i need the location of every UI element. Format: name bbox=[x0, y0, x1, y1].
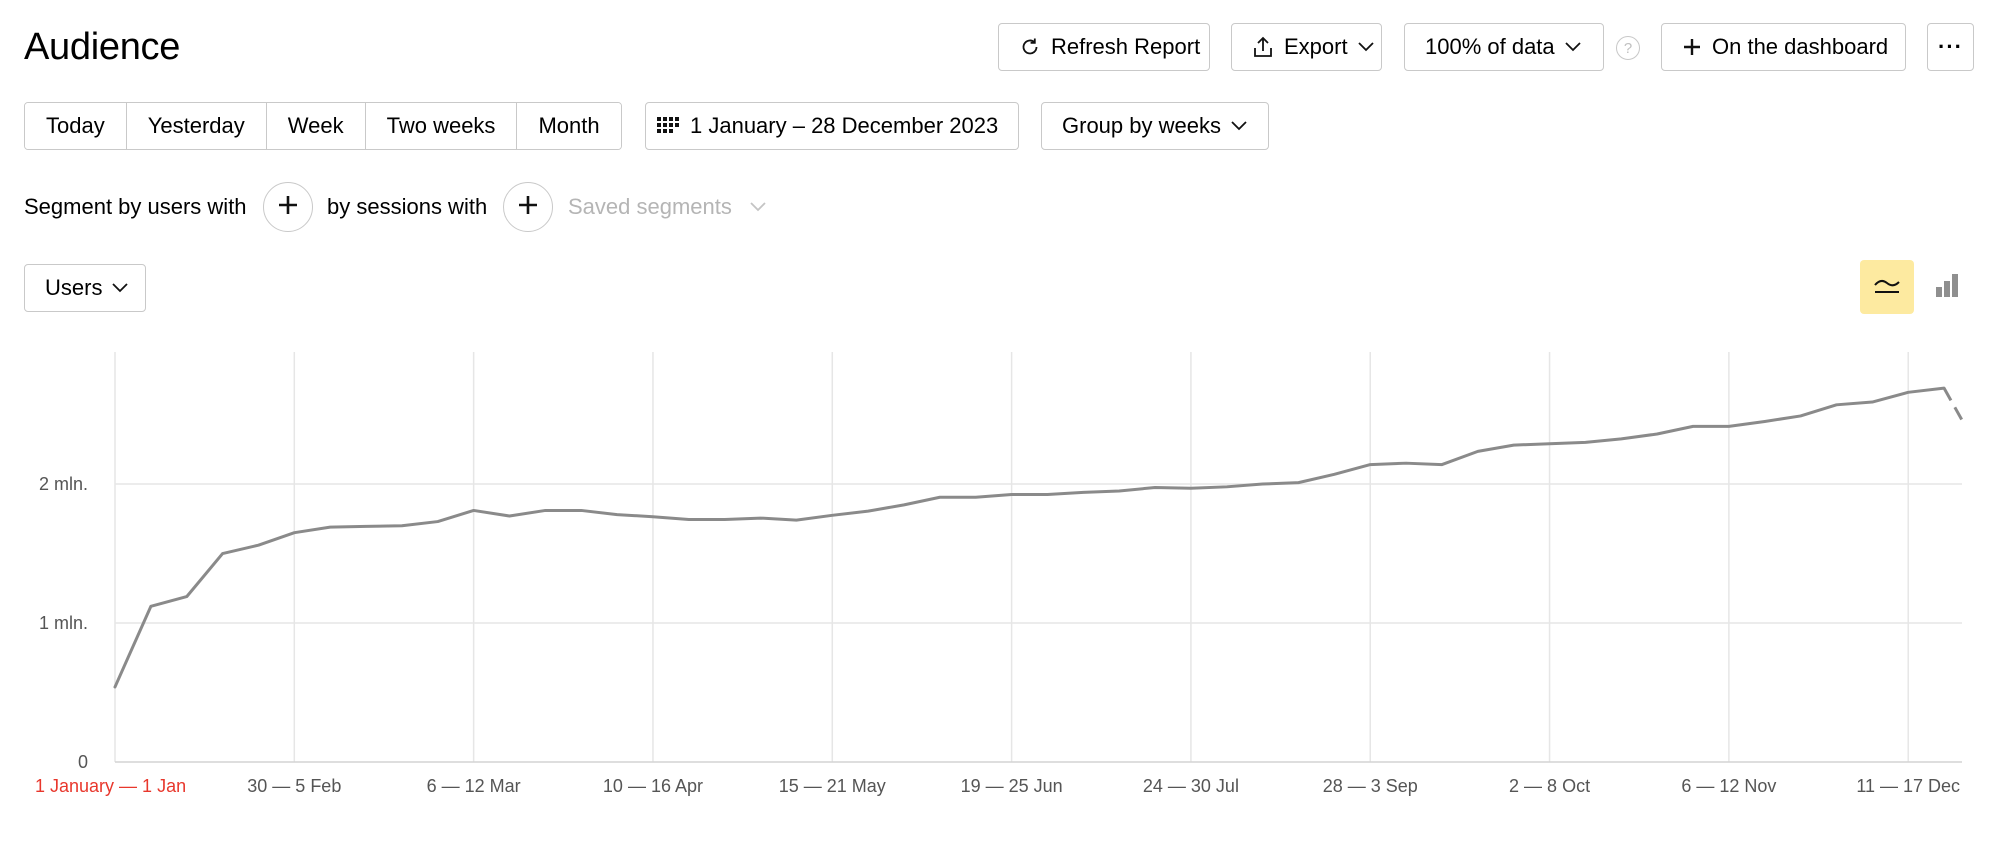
sampling-label: 100% of data bbox=[1425, 34, 1555, 59]
chevron-down-icon bbox=[1357, 42, 1374, 52]
calendar-icon bbox=[656, 116, 682, 136]
refresh-report-label: Refresh Report bbox=[1051, 34, 1201, 59]
x-tick-label: 2 — 8 Oct bbox=[1509, 776, 1590, 796]
more-label: ··· bbox=[1938, 34, 1963, 59]
chevron-down-icon bbox=[1565, 42, 1581, 52]
more-options-button[interactable]: ··· bbox=[1927, 23, 1974, 71]
segment-sessions-label: by sessions with bbox=[327, 194, 488, 219]
help-label: ? bbox=[1623, 39, 1633, 57]
group-by-dropdown[interactable]: Group by weeks bbox=[1041, 102, 1269, 150]
plus-icon bbox=[1682, 37, 1702, 57]
saved-segments-dropdown[interactable]: Saved segments bbox=[568, 194, 766, 220]
preset-month[interactable]: Month bbox=[517, 103, 621, 149]
x-tick-label: 1 January — 1 Jan bbox=[35, 776, 186, 796]
x-tick-label: 30 — 5 Feb bbox=[247, 776, 341, 796]
bar-chart-toggle[interactable] bbox=[1920, 260, 1974, 314]
chevron-down-icon bbox=[112, 283, 129, 293]
help-icon[interactable]: ? bbox=[1616, 36, 1640, 60]
date-range-picker[interactable]: 1 January – 28 December 2023 bbox=[645, 102, 1019, 150]
group-by-label: Group by weeks bbox=[1062, 113, 1221, 138]
x-tick-label: 6 — 12 Nov bbox=[1681, 776, 1776, 796]
x-tick-label: 28 — 3 Sep bbox=[1323, 776, 1418, 796]
x-tick-label: 19 — 25 Jun bbox=[961, 776, 1063, 796]
export-button[interactable]: Export bbox=[1231, 23, 1382, 71]
segment-users-label: Segment by users with bbox=[24, 194, 247, 219]
y-tick-label: 1 mln. bbox=[39, 613, 88, 633]
preset-two-weeks[interactable]: Two weeks bbox=[365, 103, 518, 149]
line-chart-toggle[interactable] bbox=[1860, 260, 1914, 314]
series-line-partial bbox=[1942, 387, 1964, 421]
export-icon bbox=[1252, 35, 1274, 59]
page-title: Audience bbox=[24, 26, 181, 68]
preset-week[interactable]: Week bbox=[266, 103, 366, 149]
audience-line-chart: 0 1 mln. 2 mln. 1 January — 1 Jan 30 — 5 Fe… bbox=[35, 352, 1964, 796]
x-tick-label: 11 — 17 Dec bbox=[1856, 776, 1960, 796]
add-to-dashboard-button[interactable]: On the dashboard bbox=[1661, 23, 1906, 71]
refresh-icon bbox=[1019, 36, 1041, 58]
saved-segments-label: Saved segments bbox=[568, 194, 732, 219]
preset-yesterday[interactable]: Yesterday bbox=[126, 103, 267, 149]
add-user-segment-button[interactable] bbox=[263, 182, 313, 232]
add-session-segment-button[interactable] bbox=[503, 182, 553, 232]
refresh-report-button[interactable]: Refresh Report bbox=[998, 23, 1210, 71]
dashboard-label: On the dashboard bbox=[1712, 34, 1889, 59]
x-tick-label: 15 — 21 May bbox=[779, 776, 886, 796]
plus-icon bbox=[516, 193, 540, 222]
sampling-dropdown[interactable]: 100% of data bbox=[1404, 23, 1604, 71]
metric-label: Users bbox=[45, 275, 103, 300]
y-tick-label: 2 mln. bbox=[39, 474, 88, 494]
y-tick-label: 0 bbox=[78, 752, 88, 772]
plus-icon bbox=[276, 193, 300, 222]
bar-chart-icon bbox=[1934, 272, 1960, 303]
period-presets: Today Yesterday Week Two weeks Month bbox=[24, 102, 622, 150]
preset-today[interactable]: Today bbox=[25, 103, 127, 149]
metric-dropdown[interactable]: Users bbox=[24, 264, 146, 312]
chevron-down-icon bbox=[1231, 121, 1247, 131]
series-line bbox=[113, 386, 1946, 689]
x-tick-label: 24 — 30 Jul bbox=[1143, 776, 1239, 796]
export-label: Export bbox=[1284, 34, 1348, 59]
line-chart-icon bbox=[1873, 274, 1901, 301]
chevron-down-icon bbox=[750, 202, 766, 212]
date-range-label: 1 January – 28 December 2023 bbox=[690, 113, 999, 138]
x-tick-label: 6 — 12 Mar bbox=[427, 776, 521, 796]
x-tick-label: 10 — 16 Apr bbox=[603, 776, 703, 796]
